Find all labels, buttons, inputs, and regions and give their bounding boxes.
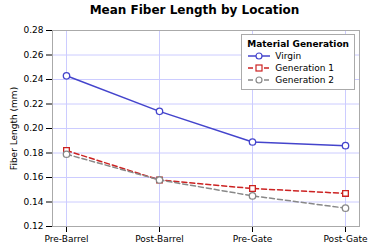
- html-text:Virgin: Virgin: [275, 51, 302, 61]
- svg-text:Fiber Length (mm): Fiber Length (mm): [9, 87, 19, 170]
- svg-text:Post-Gate: Post-Gate: [324, 234, 368, 244]
- svg-text:0.12: 0.12: [23, 221, 43, 231]
- svg-text:0.14: 0.14: [23, 197, 43, 207]
- svg-text:0.24: 0.24: [23, 74, 43, 84]
- svg-text:0.22: 0.22: [23, 99, 43, 109]
- html-text:Mean Fiber Length by Location: Mean Fiber Length by Location: [89, 3, 300, 17]
- html-text:Material Generation: Material Generation: [247, 39, 349, 49]
- html-text:Generation 2: Generation 2: [275, 75, 334, 85]
- svg-text:0.28: 0.28: [23, 25, 43, 35]
- svg-text:0.18: 0.18: [23, 148, 43, 158]
- svg-text:Post-Barrel: Post-Barrel: [135, 234, 184, 244]
- svg-text:0.20: 0.20: [23, 123, 43, 133]
- svg-text:0.26: 0.26: [23, 50, 43, 60]
- svg-text:Pre-Barrel: Pre-Barrel: [44, 234, 88, 244]
- svg-text:Pre-Gate: Pre-Gate: [233, 234, 273, 244]
- html-text:Generation 1: Generation 1: [275, 63, 334, 73]
- svg-text:0.16: 0.16: [23, 172, 43, 182]
